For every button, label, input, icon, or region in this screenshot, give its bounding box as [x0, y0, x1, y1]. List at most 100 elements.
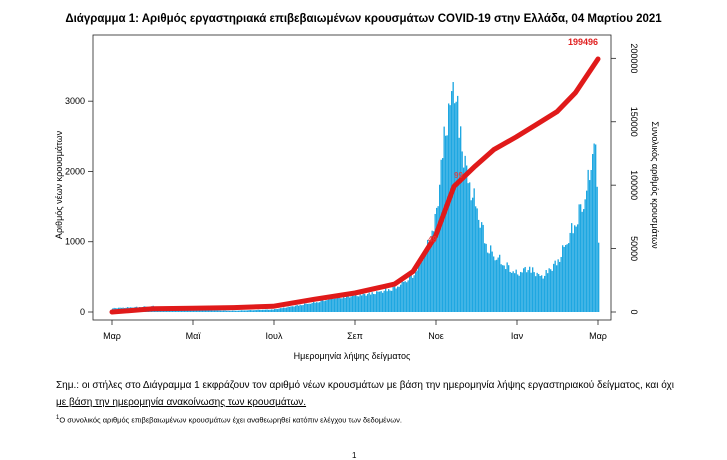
bar	[188, 309, 190, 312]
y2-tick-label: 50000	[629, 236, 639, 261]
bar	[524, 266, 526, 312]
note: Σημ.: οι στήλες στο Διάγραμμα 1 εκφράζου…	[56, 377, 706, 411]
bar	[488, 253, 490, 312]
bar	[346, 295, 348, 312]
bar	[211, 310, 213, 312]
bar	[416, 270, 418, 312]
bar	[430, 242, 432, 312]
bar	[344, 297, 346, 312]
bar	[500, 264, 502, 312]
bar	[550, 269, 552, 312]
bar	[236, 310, 238, 312]
bar	[377, 291, 379, 312]
bar	[278, 308, 280, 312]
bar	[533, 272, 535, 312]
bar	[553, 263, 555, 312]
bar	[446, 135, 448, 312]
bar	[335, 298, 337, 312]
bar	[476, 208, 478, 312]
bar	[337, 296, 339, 312]
bar-series	[112, 82, 600, 313]
bar	[242, 310, 244, 312]
bar	[271, 309, 273, 312]
bar	[250, 310, 252, 312]
bar	[475, 206, 477, 312]
bar	[266, 309, 268, 312]
bar	[431, 230, 433, 312]
bar	[251, 310, 253, 312]
bar	[352, 295, 354, 312]
bar	[455, 101, 457, 312]
bar	[572, 233, 574, 312]
bar	[409, 275, 411, 312]
bar	[265, 309, 267, 312]
bar	[311, 302, 313, 312]
bar	[436, 207, 438, 312]
bar	[196, 310, 198, 312]
y-axis-right: 0 50000 100000 150000 200000	[611, 43, 639, 315]
bar	[253, 310, 255, 312]
bar	[424, 254, 426, 312]
bar	[539, 275, 541, 312]
bar	[410, 272, 412, 312]
chart-plot: 0 1000 2000 3000 0 50000 100000 150000 200000 Μ…	[54, 34, 660, 361]
mid-curve-label: 99	[454, 171, 463, 180]
bar	[203, 310, 205, 312]
bar	[383, 290, 385, 312]
y-tick-label: 3000	[65, 96, 85, 106]
bar	[200, 310, 202, 312]
bar	[545, 270, 547, 312]
bar	[272, 309, 274, 312]
bar	[238, 310, 240, 312]
bar	[199, 310, 201, 312]
bar	[460, 126, 462, 312]
bar	[230, 310, 232, 312]
bar	[484, 243, 486, 312]
bar	[323, 301, 325, 312]
bar	[548, 268, 550, 312]
bar	[554, 260, 556, 312]
bar	[583, 209, 585, 312]
bar	[298, 305, 300, 312]
bar	[308, 303, 310, 312]
bar	[362, 293, 364, 312]
bar	[227, 310, 229, 312]
bar	[320, 300, 322, 312]
bar	[491, 251, 493, 312]
bar	[505, 269, 507, 312]
bar	[596, 186, 598, 312]
bar	[218, 310, 220, 312]
x-axis-title: Ημερομηνία λήψης δείγματος	[294, 351, 411, 361]
x-tick-label: Μαρ	[589, 331, 607, 341]
bar	[212, 310, 214, 312]
bar	[425, 249, 427, 312]
bar	[517, 274, 519, 312]
bar	[434, 213, 436, 312]
bar	[289, 306, 291, 312]
bar	[542, 278, 544, 312]
bar	[562, 245, 564, 312]
note-line-2: με βάση την ημερομηνία ανακοίνωσης των κ…	[56, 397, 307, 408]
bar	[349, 297, 351, 312]
bar	[313, 301, 315, 312]
bar	[506, 262, 508, 312]
bar	[325, 300, 327, 312]
bar	[331, 298, 333, 312]
bar	[404, 281, 406, 312]
bar	[578, 204, 580, 312]
bar	[275, 309, 277, 312]
bar	[538, 274, 540, 312]
bar	[217, 310, 219, 312]
bar	[526, 272, 528, 312]
bar	[269, 309, 271, 312]
bar	[197, 310, 199, 312]
bar	[440, 159, 442, 312]
bar	[307, 303, 309, 312]
bar	[293, 306, 295, 312]
bar	[466, 165, 468, 312]
bar	[341, 298, 343, 312]
bar	[532, 267, 534, 312]
bar	[496, 259, 498, 312]
chart-title: Διάγραμμα 1: Αριθμός εργαστηριακά επιβεβ…	[65, 13, 662, 25]
bar	[407, 280, 409, 312]
